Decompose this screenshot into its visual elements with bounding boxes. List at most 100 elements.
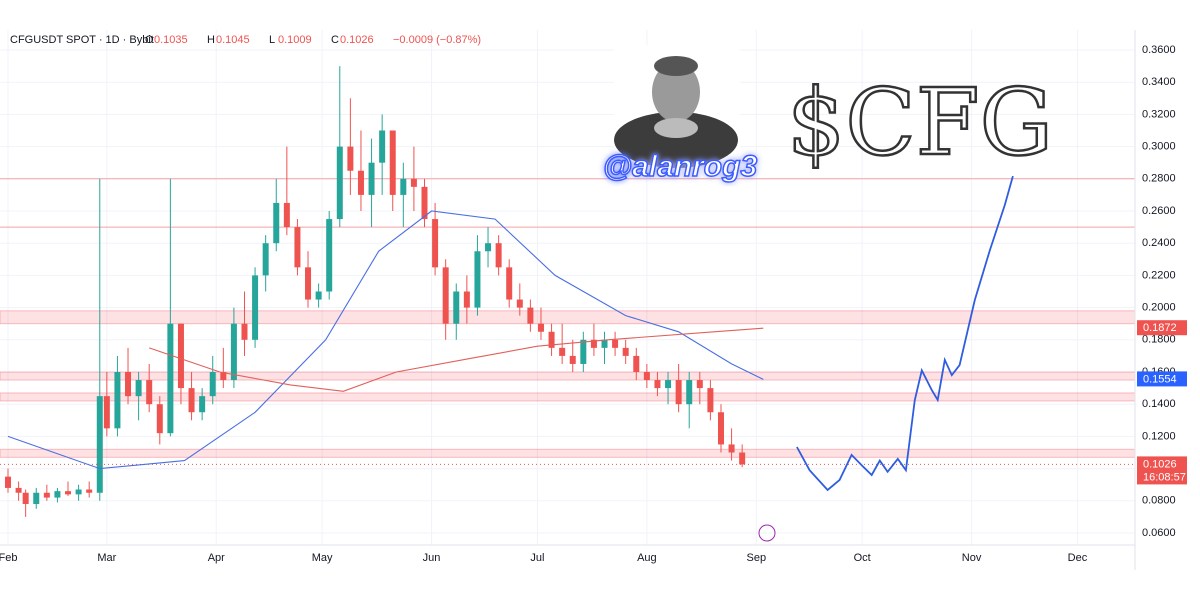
- candle-body: [336, 146, 343, 220]
- candle-body: [15, 487, 22, 493]
- grid: [0, 30, 1135, 545]
- x-tick-label: Jul: [530, 552, 544, 564]
- y-tick-label: 0.2200: [1142, 269, 1176, 281]
- candle-body: [432, 219, 439, 268]
- candle-body: [654, 380, 661, 389]
- candle-body: [622, 347, 629, 356]
- candle-body: [5, 476, 12, 488]
- candle-body: [410, 178, 417, 187]
- candle-body: [548, 331, 555, 348]
- candle-body: [453, 291, 460, 324]
- x-tick-label: Dec: [1068, 552, 1088, 564]
- y-tick-label: 0.3000: [1142, 141, 1176, 153]
- candle-body: [294, 227, 301, 268]
- candle-body: [569, 355, 576, 364]
- candle-body: [357, 170, 364, 195]
- candle-body: [177, 323, 184, 389]
- candle-body: [75, 489, 82, 495]
- zone: [0, 392, 1135, 402]
- candle-body: [601, 339, 608, 348]
- price-tag-timer: 16:08:57: [1143, 471, 1186, 483]
- candle-body: [241, 323, 248, 340]
- ohlc-value: 0.1026: [340, 34, 374, 46]
- photo-head: [652, 62, 700, 122]
- candle-body: [230, 323, 237, 381]
- candle-body: [273, 202, 280, 244]
- candle-body: [643, 372, 650, 381]
- candle-body: [442, 267, 449, 324]
- price-tag: [1137, 371, 1187, 387]
- y-tick-label: 0.2000: [1142, 302, 1176, 314]
- candle-body: [559, 347, 566, 356]
- candle-body: [506, 267, 513, 300]
- zone: [0, 310, 1135, 325]
- y-tick-label: 0.3400: [1142, 76, 1176, 88]
- plot-area: [0, 66, 1135, 517]
- candle-body: [220, 372, 227, 381]
- line-series: [7, 210, 764, 470]
- line-series: [149, 327, 764, 392]
- candle-body: [65, 491, 72, 495]
- price-tag-label: 0.1554: [1143, 373, 1177, 385]
- candle-body: [728, 444, 735, 453]
- y-tick-label: 0.1400: [1142, 398, 1176, 410]
- candle-body: [527, 307, 534, 324]
- candle-body: [665, 380, 672, 389]
- event-icon: [758, 524, 776, 542]
- candle-body: [188, 388, 195, 413]
- y-tick-label: 0.3200: [1142, 108, 1176, 120]
- candle-body: [96, 396, 103, 493]
- candle-body: [537, 323, 544, 332]
- candle-body: [283, 202, 290, 228]
- candle-body: [43, 492, 50, 498]
- price-tag-label: 0.1872: [1143, 322, 1177, 334]
- chart-title: $CFG: [787, 69, 1053, 176]
- candle-body: [209, 372, 216, 397]
- candle-body: [590, 339, 597, 348]
- candle-body: [326, 219, 333, 292]
- y-tick-label: 0.0800: [1142, 495, 1176, 507]
- candle-body: [347, 146, 354, 171]
- x-tick-label: Nov: [962, 552, 982, 564]
- watermark: @alanrog3: [603, 150, 758, 183]
- zone: [0, 371, 1135, 381]
- y-tick-label: 0.3600: [1142, 44, 1176, 56]
- candle-body: [675, 380, 682, 405]
- header: CFGUSDT SPOT · 1D · Bybit O 0.1035 H 0.1045…: [10, 34, 481, 46]
- candle-body: [262, 243, 269, 276]
- photo-hair: [654, 56, 698, 76]
- candle-body: [22, 492, 29, 505]
- ohlc-key: H: [207, 34, 215, 46]
- symbol: CFGUSDT SPOT · 1D · Bybit: [10, 34, 154, 46]
- x-tick-label: Oct: [854, 552, 871, 564]
- candle-body: [400, 178, 407, 195]
- photo-hands: [654, 118, 698, 138]
- y-tick-label: 0.1800: [1142, 334, 1176, 346]
- ohlc-value: 0.1045: [216, 34, 250, 46]
- candle-body: [633, 355, 640, 372]
- candle-body: [739, 452, 746, 465]
- x-tick-label: May: [312, 552, 333, 564]
- candle-body: [463, 291, 470, 308]
- candle-body: [495, 243, 502, 268]
- candle-body: [167, 323, 174, 434]
- ohlc-key: O: [145, 34, 154, 46]
- candle-body: [485, 243, 492, 252]
- price-tag-label: 0.1026: [1143, 458, 1177, 470]
- candle-body: [146, 380, 153, 405]
- y-tick-label: 0.1200: [1142, 430, 1176, 442]
- price-tag: [1137, 456, 1187, 485]
- y-tick-label: 0.2600: [1142, 205, 1176, 217]
- y-tick-label: 0.0600: [1142, 527, 1176, 539]
- y-tick-label: 0.2800: [1142, 173, 1176, 185]
- candle-body: [379, 130, 386, 163]
- candle-body: [686, 380, 693, 405]
- price-tag: [1137, 320, 1187, 336]
- candle-body: [612, 339, 619, 348]
- x-tick-label: Sep: [746, 552, 766, 564]
- axes: 0.06000.08000.10000.12000.14000.16000.18…: [0, 44, 1187, 564]
- line-series: [796, 175, 1014, 492]
- y-tick-label: 0.2400: [1142, 237, 1176, 249]
